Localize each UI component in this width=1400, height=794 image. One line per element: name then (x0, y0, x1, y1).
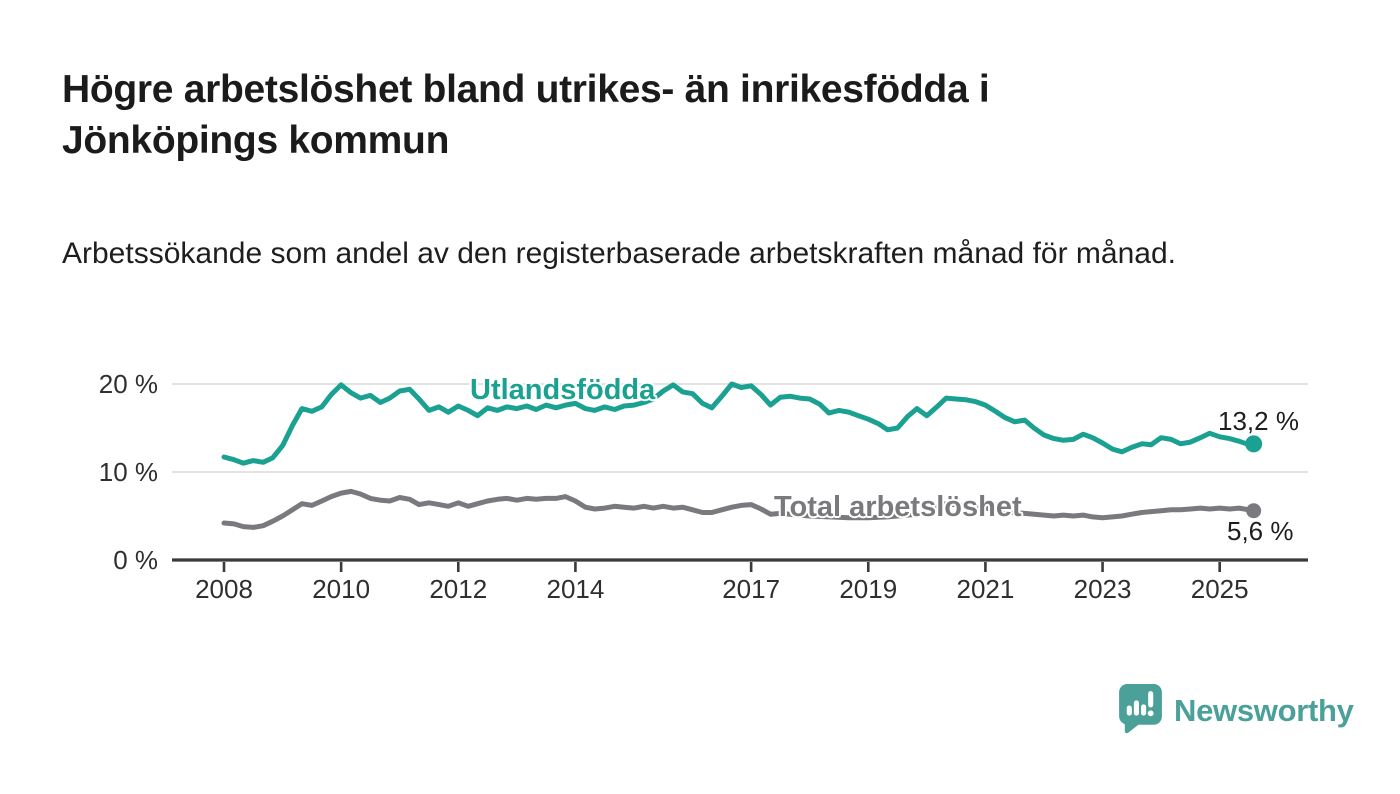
x-axis-tick-label: 2014 (546, 574, 605, 604)
x-axis-tick-label: 2012 (429, 574, 488, 604)
newsworthy-logo: Newsworthy (1116, 684, 1354, 738)
x-axis-tick-label: 2008 (195, 574, 253, 604)
x-axis-tick-label: 2019 (839, 574, 898, 604)
end-dot-utlandsfodda (1245, 435, 1263, 453)
series-label-total-arbetsloshet: Total arbetslöshet (774, 491, 1022, 523)
x-axis-tick-label: 2017 (722, 574, 781, 604)
x-axis-tick-label: 2023 (1073, 574, 1132, 604)
x-axis-tick-label: 2025 (1190, 574, 1249, 604)
chart-title: Högre arbetslöshet bland utrikes- än inr… (62, 68, 990, 163)
end-value-label-total-arbetsloshet: 5,6 % (1227, 516, 1294, 546)
x-axis-tick-label: 2021 (956, 574, 1015, 604)
chart-subtitle: Arbetssökande som andel av den registerb… (62, 237, 1176, 270)
line-utlandsfodda (221, 381, 1257, 466)
x-axis-tick-label: 2010 (312, 574, 371, 604)
y-axis-tick-label: 10 % (98, 457, 158, 487)
line-total-arbetsloshet (221, 488, 1257, 530)
y-axis-tick-label: 20 % (98, 369, 158, 399)
speech-bubble-chart-icon (1116, 682, 1165, 740)
end-dot-total-arbetsloshet (1246, 503, 1262, 519)
y-axis-tick-label: 0 % (113, 545, 158, 575)
end-value-label-utlandsfodda: 13,2 % (1218, 406, 1299, 436)
series-label-utlandsfodda: Utlandsfödda (470, 374, 656, 406)
newsworthy-logo-text: Newsworthy (1174, 693, 1354, 728)
